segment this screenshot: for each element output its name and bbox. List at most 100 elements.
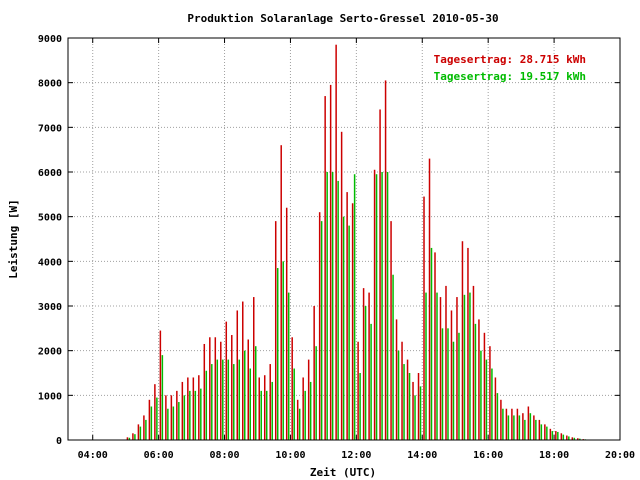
bar-series-1 [126,437,129,440]
bar-series-2 [200,388,202,440]
bar-series-2 [540,424,543,440]
bar-series-2 [524,419,526,440]
bar-series-2 [238,359,241,440]
bar-series-1 [423,196,425,440]
bar-series-1 [511,408,513,440]
bar-series-2 [535,419,537,440]
bar-series-1 [154,384,156,440]
bar-series-2 [205,370,208,440]
bar-series-2 [518,415,521,440]
x-tick-label: 18:00 [539,450,569,461]
bar-series-2 [167,408,169,440]
bar-series-1 [324,96,326,440]
bar-series-1 [198,375,200,440]
bar-series-2 [392,274,394,440]
bar-series-2 [546,426,548,440]
bar-series-2 [397,350,400,440]
bar-series-1 [461,241,464,440]
bar-series-1 [318,212,321,440]
bar-series-1 [176,390,178,440]
bar-series-2 [441,328,444,440]
bar-series-2 [244,350,246,440]
legend-entry-2: Tagesertrag: 19.517 kWh [434,70,586,83]
bar-series-2 [342,216,345,440]
bar-series-2 [447,328,449,440]
bar-series-1 [368,292,370,440]
bar-series-2 [227,359,230,440]
bar-series-1 [522,413,524,440]
bar-series-2 [145,419,147,440]
bar-series-1 [478,319,480,440]
bar-series-1 [242,301,244,440]
bar-series-1 [555,431,557,440]
bar-series-2 [211,364,213,440]
bar-series-1 [566,435,568,440]
bar-series-2 [480,350,482,440]
bar-series-1 [373,169,376,440]
x-tick-label: 04:00 [78,450,108,461]
bar-series-2 [348,225,350,440]
bar-series-1 [384,80,387,441]
bar-series-1 [220,341,222,440]
x-tick-label: 16:00 [473,450,503,461]
bar-series-2 [161,355,164,440]
bar-series-2 [491,368,493,440]
bar-series-1 [428,158,431,440]
bar-series-1 [445,285,447,440]
bar-series-2 [337,180,339,440]
bar-series-1 [500,399,502,440]
bar-series-1 [450,310,453,440]
bar-series-2 [513,415,515,440]
bar-series-2 [134,434,136,440]
bar-series-2 [529,413,532,440]
bar-series-1 [148,399,151,440]
bar-series-1 [203,343,206,440]
bar-series-2 [507,415,510,440]
bar-series-2 [579,438,581,440]
bar-series-1 [181,381,184,440]
bar-series-2 [298,408,301,440]
x-tick-label: 12:00 [341,450,371,461]
bar-series-2 [260,390,262,440]
bar-series-2 [293,368,295,440]
bar-series-1 [489,346,491,440]
bar-series-1 [560,433,563,440]
x-tick-label: 20:00 [605,450,635,461]
bar-series-1 [302,377,304,440]
legend-entry-1: Tagesertrag: 28.715 kWh [434,53,586,66]
bar-series-2 [370,323,372,440]
y-tick-label: 6000 [38,168,62,179]
bar-series-1 [406,359,409,440]
bar-series-1 [494,377,497,440]
bar-series-2 [414,395,416,440]
bar-series-2 [463,294,466,440]
bar-series-1 [285,207,288,440]
bar-series-1 [192,377,195,440]
x-tick-label: 14:00 [407,450,437,461]
bar-series-1 [329,84,332,441]
x-tick-label: 06:00 [144,450,174,461]
bar-series-1 [395,319,398,440]
bar-series-2 [375,174,378,441]
bar-series-1 [209,337,211,440]
bar-series-1 [258,377,260,440]
bar-series-2 [474,323,477,440]
y-tick-label: 8000 [38,79,62,90]
bar-series-2 [386,172,389,440]
bar-series-1 [505,408,508,440]
bar-series-1 [170,395,173,440]
bar-series-2 [150,406,153,440]
bar-series-2 [551,431,554,440]
bar-series-1 [335,44,337,440]
x-tick-label: 08:00 [209,450,239,461]
bar-series-1 [571,437,574,440]
bar-series-2 [364,306,367,440]
bar-series-2 [469,292,471,440]
bar-series-1 [236,310,239,440]
bar-series-1 [533,415,535,440]
bar-series-1 [132,433,134,440]
bar-series-2 [315,346,317,440]
bar-series-2 [304,390,306,440]
bar-series-1 [577,438,579,440]
